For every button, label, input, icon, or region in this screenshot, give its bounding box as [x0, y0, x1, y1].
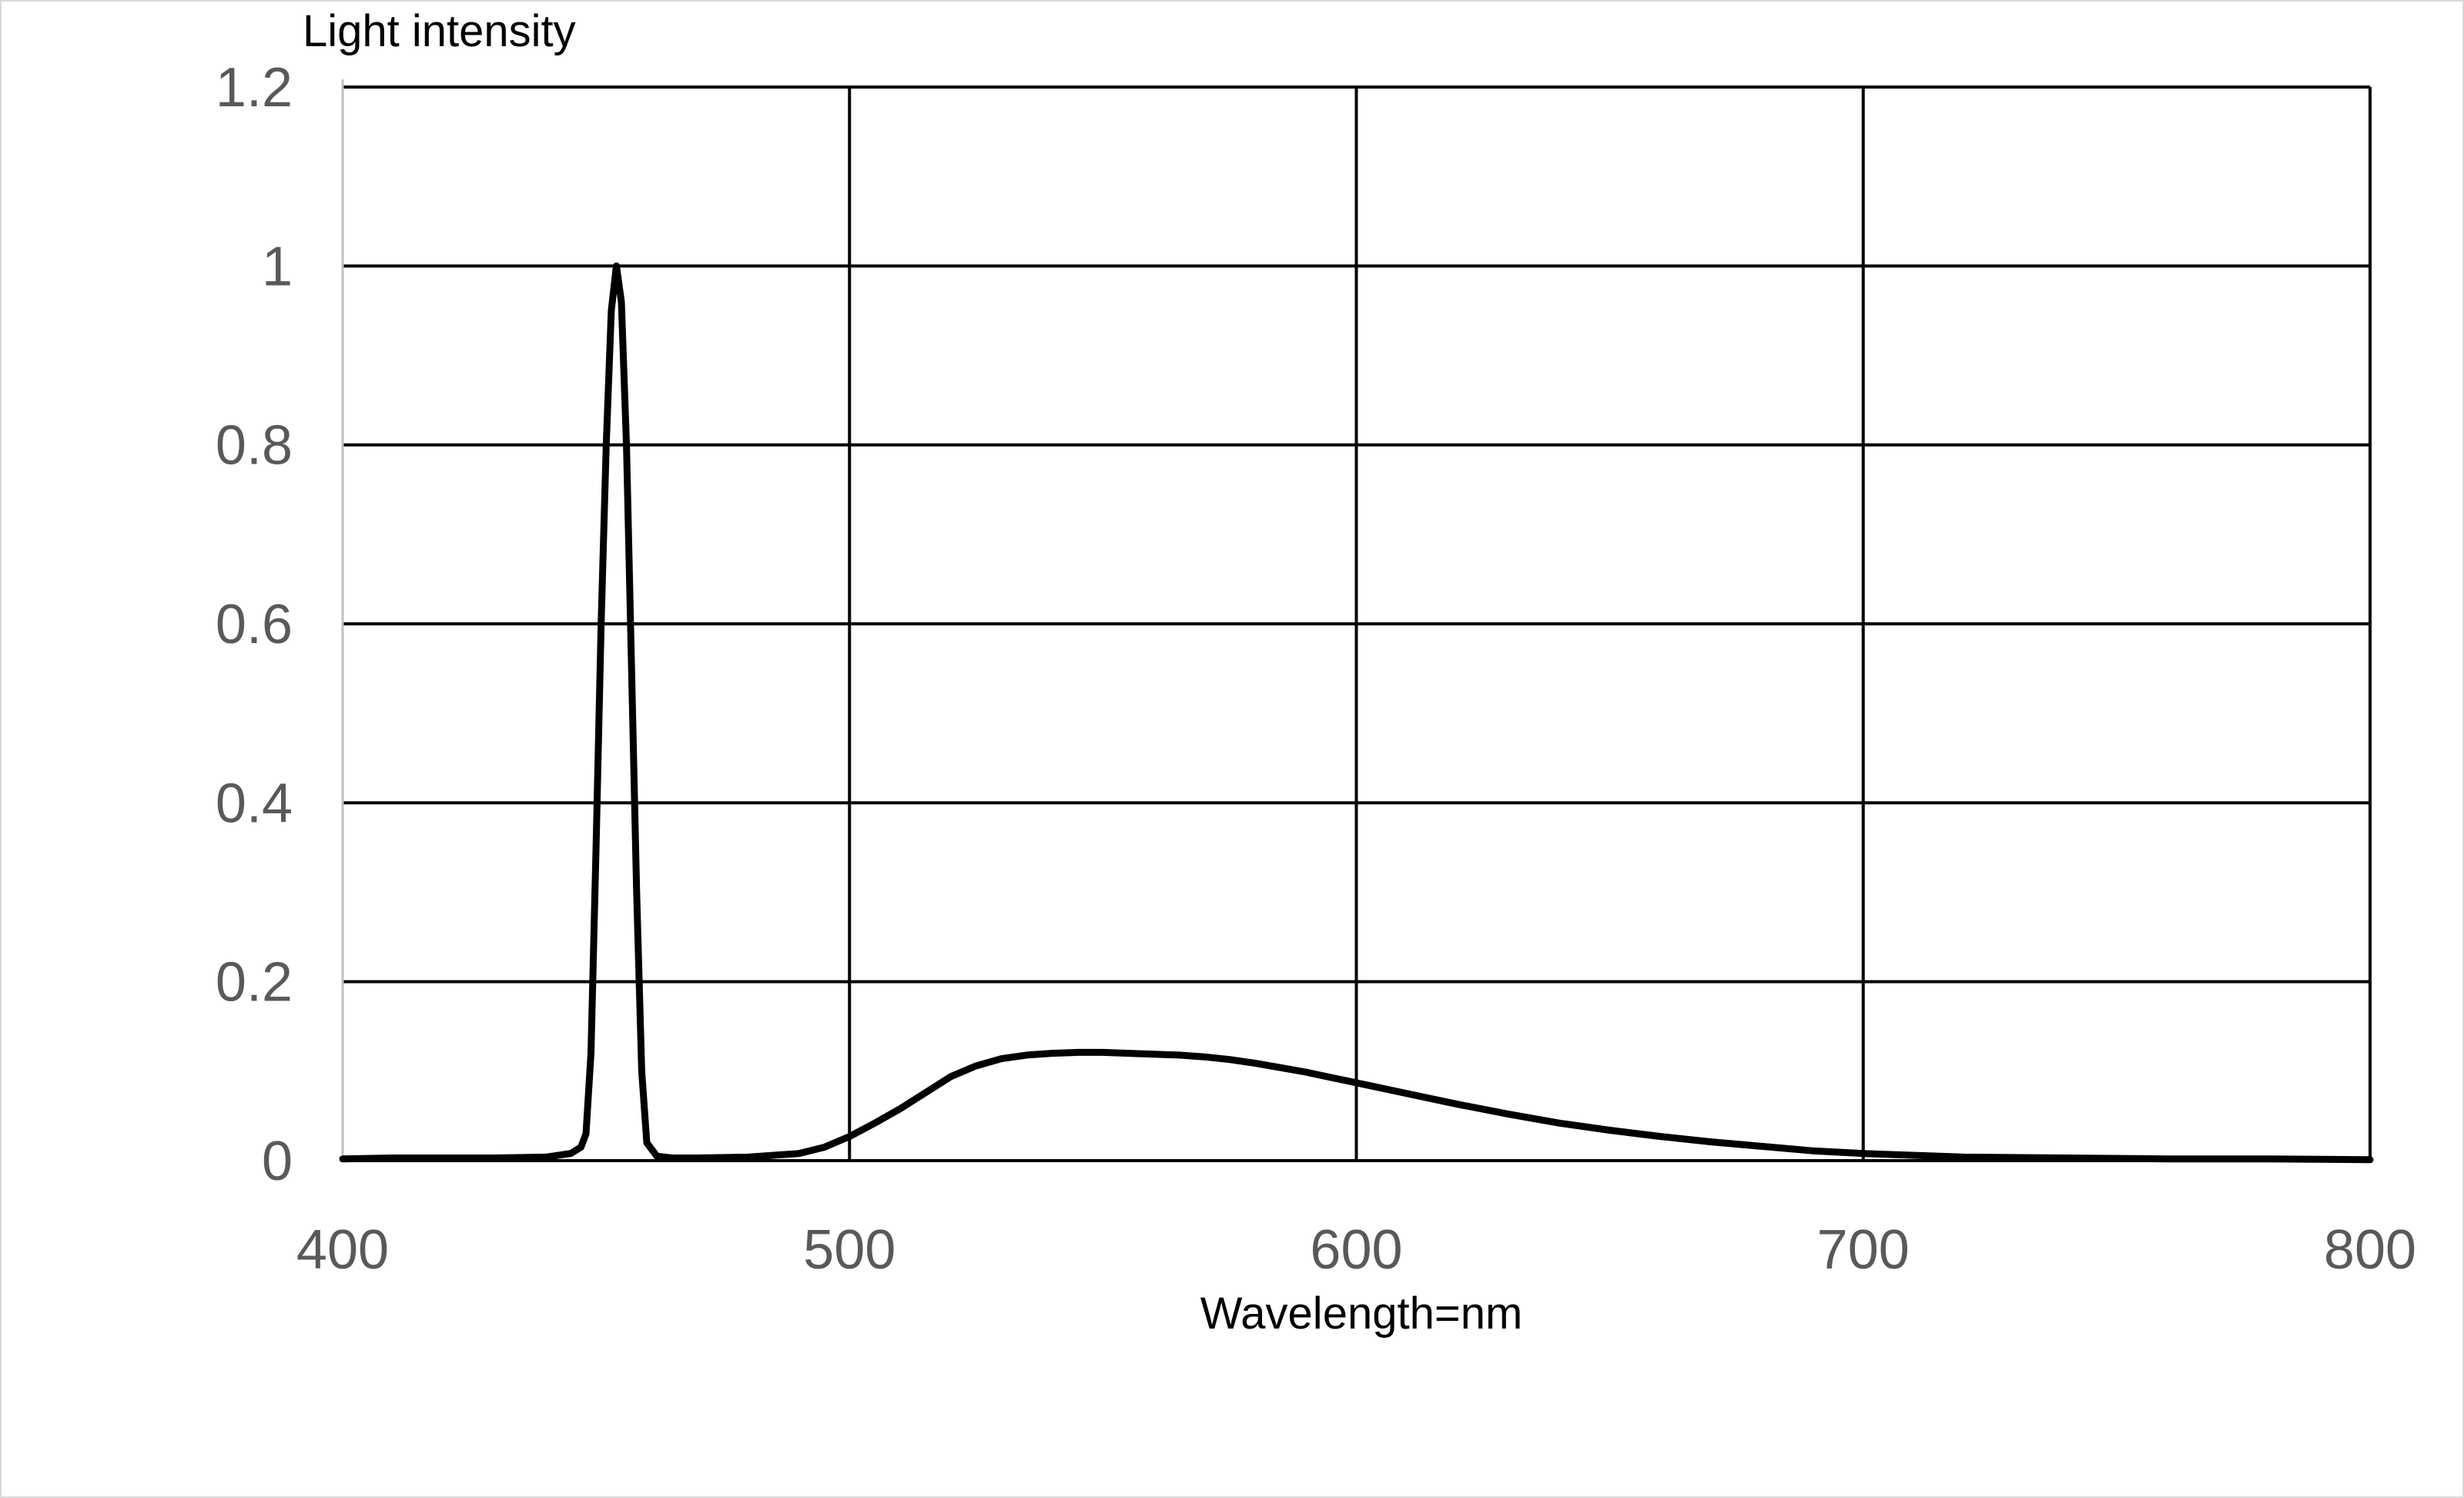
x-axis-label: Wavelength=nm: [1200, 1289, 1523, 1339]
y-tick-label: 1: [262, 236, 293, 297]
y-axis-label: Light intensity: [303, 6, 576, 56]
y-tick-label: 0: [262, 1131, 293, 1192]
y-tick-label: 1.2: [216, 57, 293, 119]
y-tick-label: 0.4: [216, 772, 293, 834]
gridlines: [343, 85, 2372, 1161]
series-line-0: [339, 262, 2374, 1164]
x-tick-labels: 400 500 600 700 800: [296, 1219, 2416, 1281]
y-tick-labels: 0 0.2 0.4 0.6 0.8 1 1.2: [216, 57, 293, 1192]
x-tick-label: 500: [803, 1219, 896, 1281]
x-tick-label: 600: [1310, 1219, 1402, 1281]
y-tick-label: 0.6: [216, 594, 293, 655]
series-group: [339, 262, 2374, 1164]
x-tick-label: 700: [1817, 1219, 1910, 1281]
y-tick-label: 0.8: [216, 415, 293, 477]
y-tick-label: 0.2: [216, 952, 293, 1014]
x-tick-label: 400: [296, 1219, 389, 1281]
x-tick-label: 800: [2324, 1219, 2416, 1281]
